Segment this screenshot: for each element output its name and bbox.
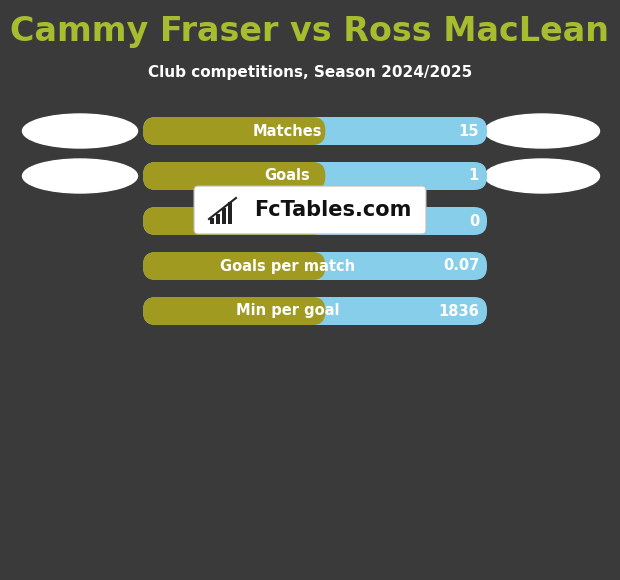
Text: 1836: 1836: [438, 303, 479, 318]
Text: Hattricks: Hattricks: [250, 213, 326, 229]
Ellipse shape: [484, 114, 600, 148]
Ellipse shape: [484, 159, 600, 193]
FancyBboxPatch shape: [143, 207, 487, 235]
Text: Goals per match: Goals per match: [220, 259, 355, 274]
FancyBboxPatch shape: [194, 186, 426, 234]
Text: FcTables.com: FcTables.com: [254, 200, 412, 220]
Text: Cammy Fraser vs Ross MacLean: Cammy Fraser vs Ross MacLean: [11, 16, 609, 49]
FancyBboxPatch shape: [143, 162, 326, 190]
FancyBboxPatch shape: [143, 162, 487, 190]
Bar: [228, 202, 232, 224]
FancyBboxPatch shape: [143, 297, 487, 325]
Text: Min per goal: Min per goal: [236, 303, 339, 318]
FancyBboxPatch shape: [143, 297, 326, 325]
Text: 19 february 2025: 19 february 2025: [236, 255, 384, 270]
Bar: [210, 218, 214, 224]
Text: 0: 0: [469, 213, 479, 229]
FancyBboxPatch shape: [143, 117, 326, 145]
Ellipse shape: [22, 159, 138, 193]
Ellipse shape: [22, 114, 138, 148]
Text: 15: 15: [459, 124, 479, 139]
FancyBboxPatch shape: [143, 207, 326, 235]
FancyBboxPatch shape: [143, 252, 487, 280]
Text: 1: 1: [469, 169, 479, 183]
Bar: [216, 214, 220, 224]
FancyBboxPatch shape: [143, 117, 487, 145]
Text: Club competitions, Season 2024/2025: Club competitions, Season 2024/2025: [148, 64, 472, 79]
Bar: [222, 208, 226, 224]
Text: Goals: Goals: [265, 169, 311, 183]
Text: 0.07: 0.07: [443, 259, 479, 274]
FancyBboxPatch shape: [143, 252, 326, 280]
Text: Matches: Matches: [253, 124, 322, 139]
